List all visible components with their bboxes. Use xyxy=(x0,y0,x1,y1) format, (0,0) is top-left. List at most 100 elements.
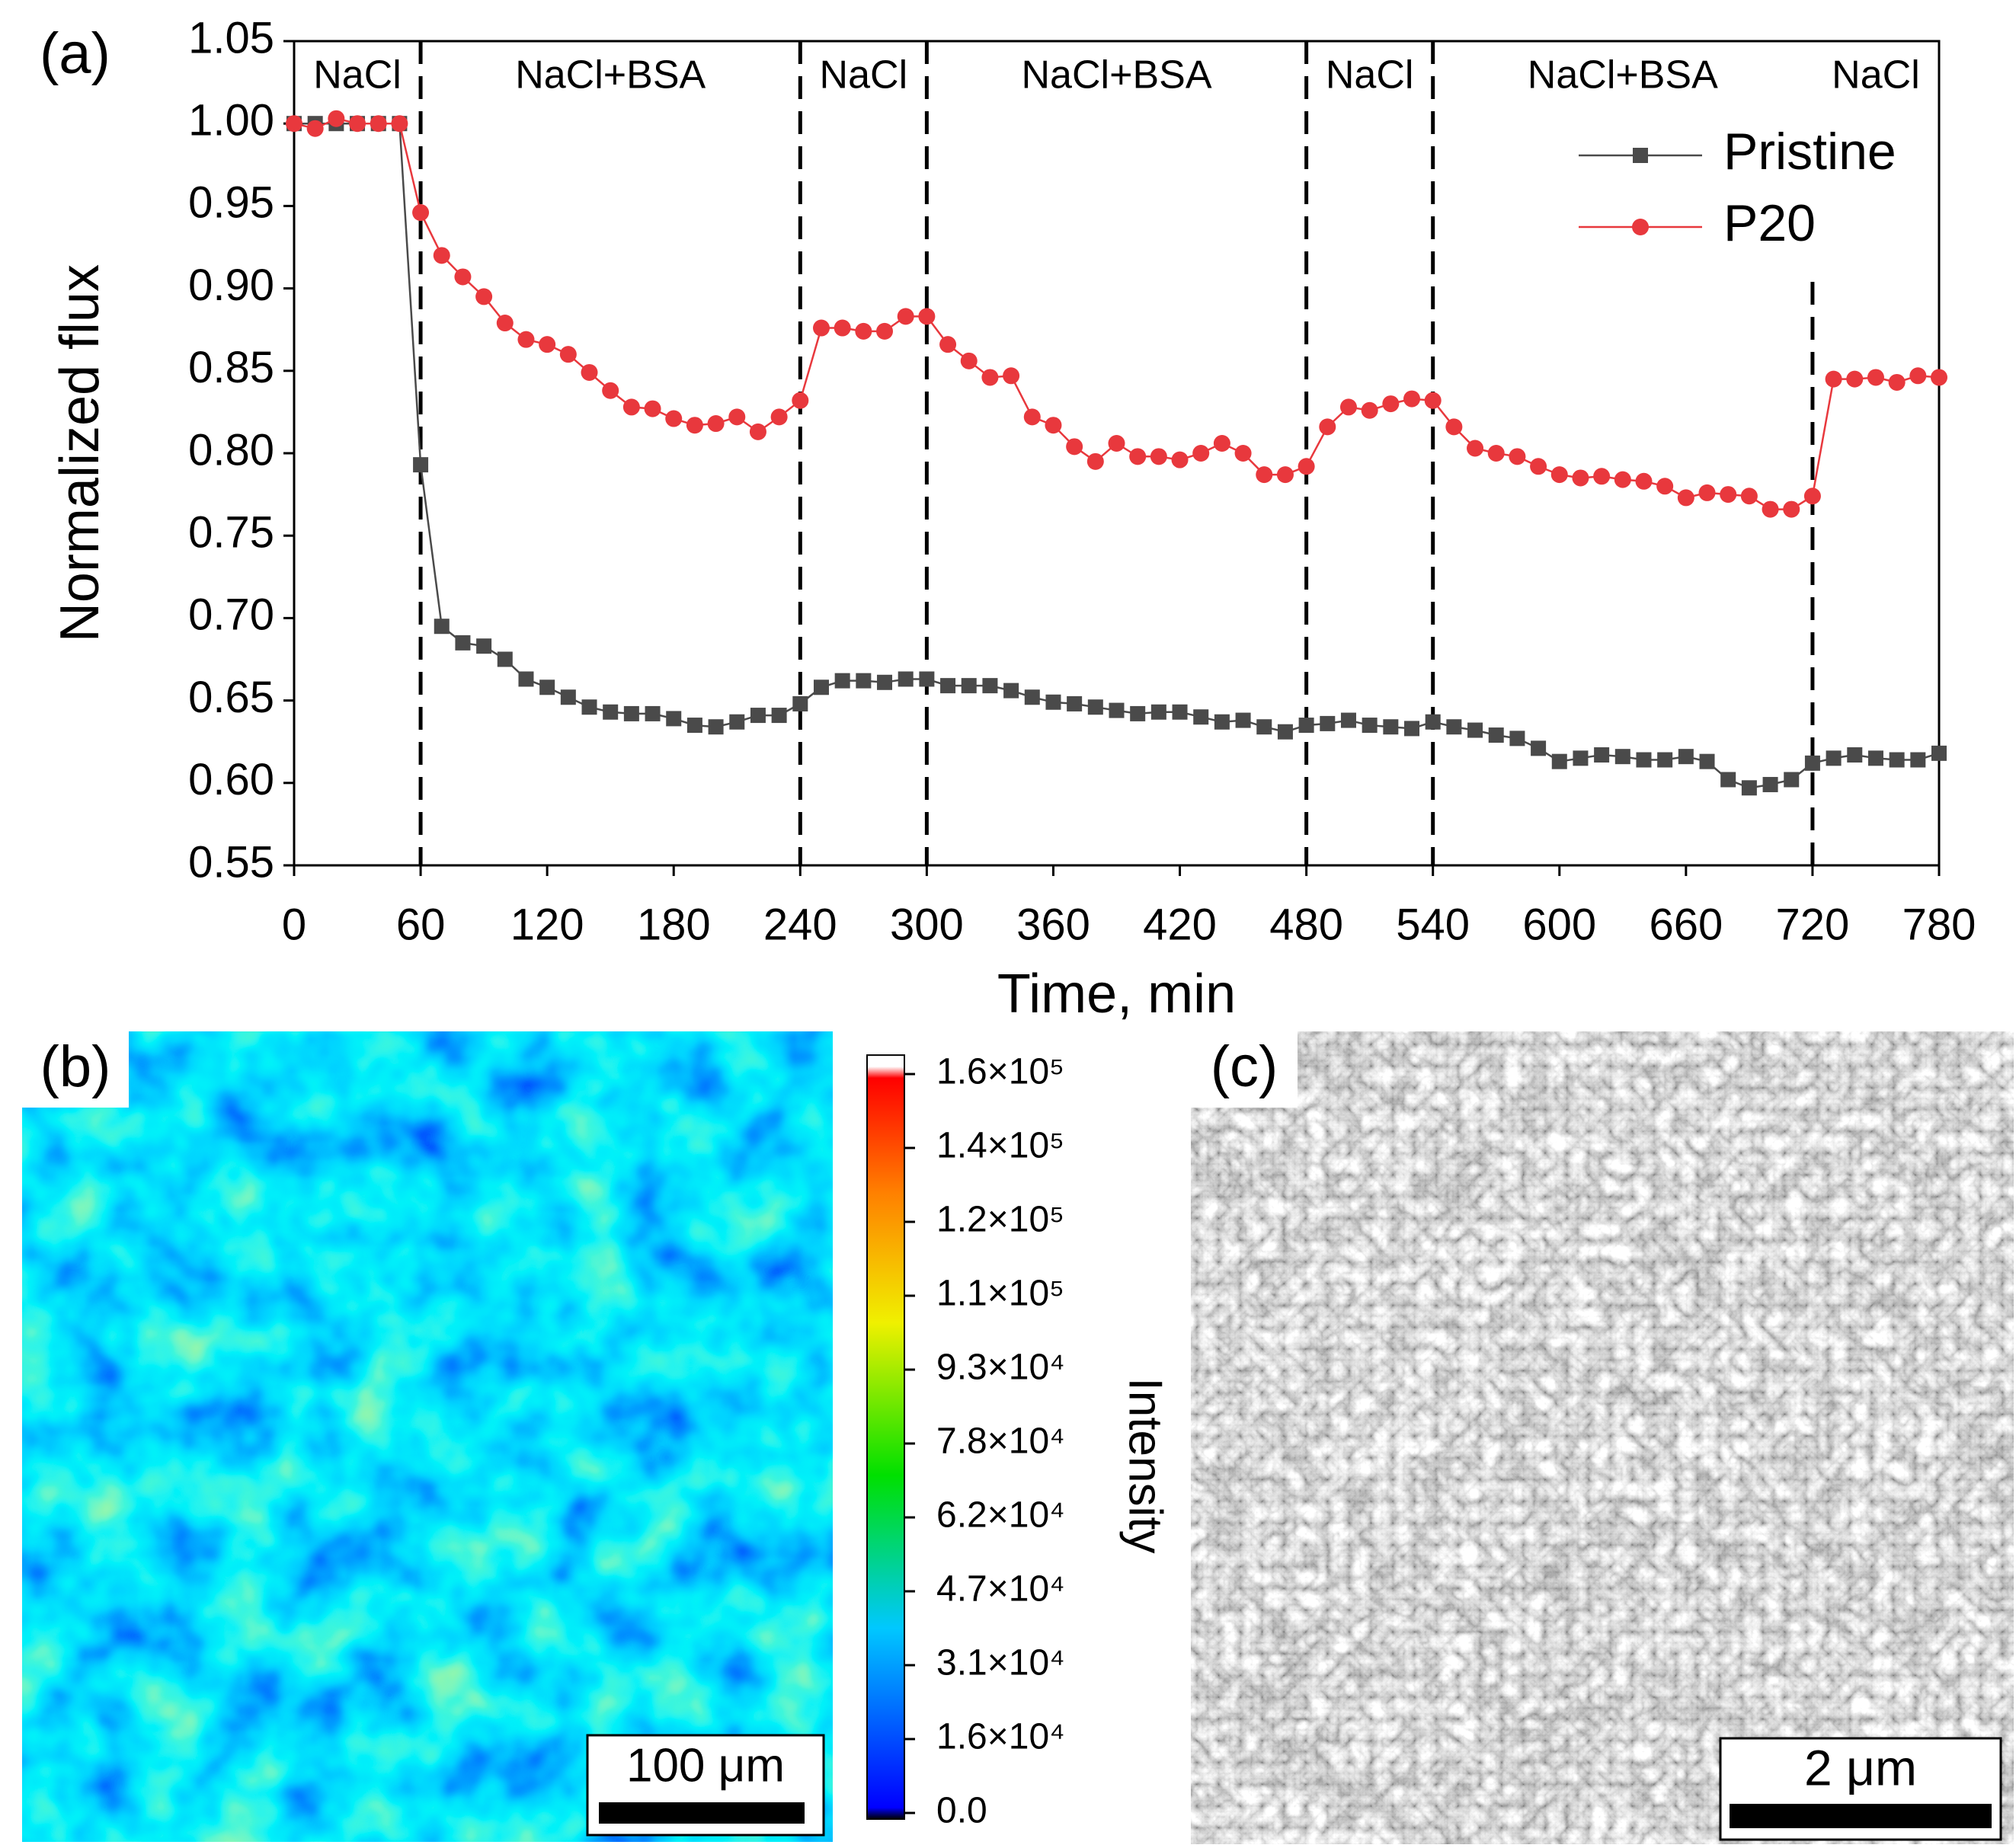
panel-label-box xyxy=(1191,1031,1298,1108)
data-point xyxy=(455,635,471,651)
data-point xyxy=(1867,369,1884,386)
data-point xyxy=(454,268,472,286)
data-point xyxy=(982,678,998,694)
x-tick-label: 360 xyxy=(1016,900,1090,949)
data-point xyxy=(1467,722,1483,738)
data-point xyxy=(1784,772,1800,788)
data-point xyxy=(1636,752,1652,768)
data-point xyxy=(834,319,851,337)
data-point xyxy=(623,705,639,721)
data-point xyxy=(1846,370,1864,388)
plot-frame xyxy=(293,40,1941,867)
data-point xyxy=(1298,718,1314,734)
phase-label: NaCl+BSA xyxy=(1022,53,1212,98)
data-point xyxy=(918,308,936,325)
data-point xyxy=(1762,776,1778,792)
y-tick-label: 0.55 xyxy=(188,837,274,887)
data-point xyxy=(729,714,745,730)
data-point xyxy=(497,651,513,667)
data-point xyxy=(349,115,366,133)
phase-label: NaCl xyxy=(313,53,402,98)
x-tick-label: 540 xyxy=(1396,900,1470,949)
data-point xyxy=(1003,367,1020,385)
x-tick-label: 240 xyxy=(763,900,837,949)
colorbar-tick-label: 9.3×10⁴ xyxy=(936,1348,1065,1388)
y-axis-label: Normalized flux xyxy=(50,264,110,642)
data-point xyxy=(1847,747,1863,763)
data-point xyxy=(1424,392,1442,409)
data-point xyxy=(1530,458,1547,475)
colorbar-tick-label: 1.1×10⁵ xyxy=(936,1274,1064,1314)
data-point xyxy=(1425,714,1441,730)
data-point xyxy=(1614,749,1630,765)
data-point xyxy=(1066,438,1083,456)
panel-label: (c) xyxy=(1211,1034,1278,1099)
data-point xyxy=(518,671,534,687)
data-point xyxy=(1087,699,1103,715)
data-point xyxy=(940,678,956,694)
phase-label: NaCl+BSA xyxy=(515,53,706,98)
data-point xyxy=(1909,367,1927,385)
data-point xyxy=(539,679,555,695)
data-point xyxy=(813,679,829,695)
data-point xyxy=(855,322,872,340)
panel-label-box xyxy=(22,1031,129,1108)
data-point xyxy=(1298,458,1315,475)
panel-label: (b) xyxy=(40,1034,111,1099)
data-point xyxy=(1741,780,1757,796)
data-point xyxy=(1150,704,1166,720)
data-point xyxy=(1825,370,1842,388)
colorbar-tick-label: 0.0 xyxy=(936,1791,987,1831)
data-point xyxy=(749,423,766,440)
data-point xyxy=(1614,471,1631,488)
data-point xyxy=(1678,749,1694,765)
data-point xyxy=(708,719,724,735)
x-tick-label: 300 xyxy=(890,900,964,949)
data-point xyxy=(1192,445,1210,462)
data-point xyxy=(1573,750,1589,766)
data-point xyxy=(1193,709,1209,725)
scale-bar xyxy=(1730,1804,1992,1828)
data-point xyxy=(1256,719,1272,735)
data-point xyxy=(1910,752,1926,768)
data-point xyxy=(1467,440,1484,457)
data-point xyxy=(1277,724,1293,740)
data-point xyxy=(1635,472,1653,490)
colorbar-tick-label: 7.8×10⁴ xyxy=(936,1421,1065,1462)
legend-marker xyxy=(1632,219,1649,235)
legend-marker xyxy=(1633,148,1648,163)
data-point xyxy=(812,319,830,337)
data-point xyxy=(306,120,324,137)
data-point xyxy=(1509,731,1525,747)
y-tick-label: 0.75 xyxy=(188,508,274,558)
data-point xyxy=(1319,418,1336,436)
data-point xyxy=(1404,721,1420,737)
scale-bar-label: 2 μm xyxy=(1804,1739,1917,1795)
legend-label: P20 xyxy=(1723,194,1816,252)
data-point xyxy=(1446,719,1462,735)
data-point xyxy=(1023,408,1041,426)
data-point xyxy=(1740,488,1758,505)
scale-bar-label: 100 μm xyxy=(626,1739,785,1792)
data-point xyxy=(1699,753,1715,769)
data-point xyxy=(1024,689,1040,705)
data-point xyxy=(1551,753,1567,769)
data-point xyxy=(1804,755,1820,771)
panel-label: (a) xyxy=(40,21,110,86)
data-point xyxy=(1803,488,1821,505)
data-point xyxy=(1572,469,1589,487)
y-tick-label: 0.70 xyxy=(188,590,274,640)
legend-label: Pristine xyxy=(1723,123,1896,181)
data-point xyxy=(1109,702,1125,718)
data-point xyxy=(1445,418,1463,436)
data-point xyxy=(1931,745,1947,761)
data-point xyxy=(1340,712,1356,728)
data-point xyxy=(1086,452,1104,470)
data-point xyxy=(961,678,977,694)
sem-image xyxy=(1191,1031,2014,1844)
data-point xyxy=(1067,695,1083,711)
data-point xyxy=(666,711,682,727)
data-point xyxy=(686,417,703,434)
intensity-map xyxy=(22,1031,833,1842)
data-point xyxy=(1720,772,1736,788)
